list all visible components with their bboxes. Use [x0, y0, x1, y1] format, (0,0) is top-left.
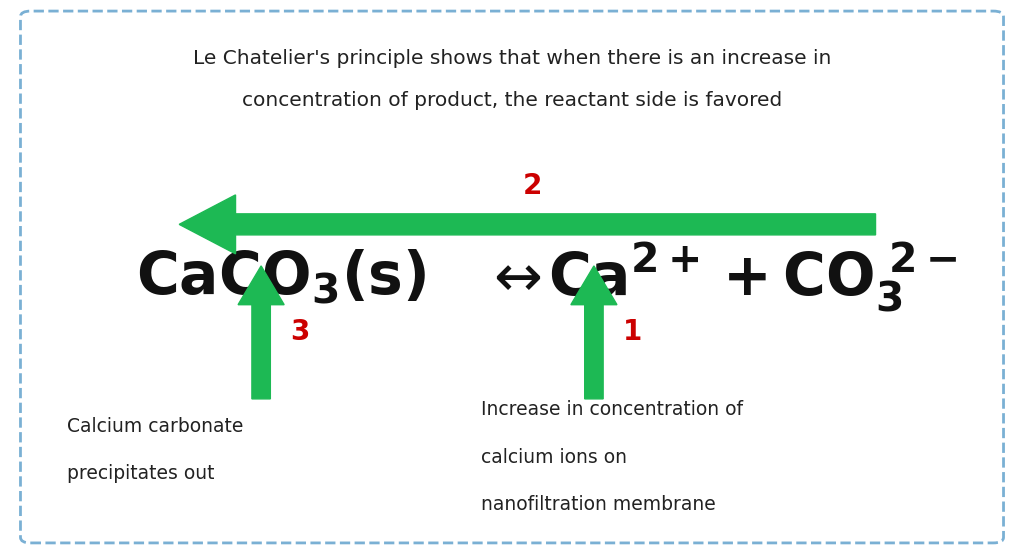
Text: $\mathbf{Ca^{2+}+CO_3^{\ 2-}}$: $\mathbf{Ca^{2+}+CO_3^{\ 2-}}$	[548, 240, 957, 314]
Text: Le Chatelier's principle shows that when there is an increase in: Le Chatelier's principle shows that when…	[193, 49, 831, 68]
Text: nanofiltration membrane: nanofiltration membrane	[481, 495, 716, 514]
FancyArrow shape	[571, 266, 616, 399]
Text: concentration of product, the reactant side is favored: concentration of product, the reactant s…	[242, 91, 782, 110]
Text: $\leftrightarrow$: $\leftrightarrow$	[482, 249, 542, 305]
Text: Increase in concentration of: Increase in concentration of	[481, 401, 743, 419]
Text: 2: 2	[523, 172, 542, 199]
Text: 1: 1	[623, 319, 642, 346]
Text: $\mathbf{CaCO_3(s)}$: $\mathbf{CaCO_3(s)}$	[136, 248, 427, 306]
Text: Calcium carbonate: Calcium carbonate	[67, 417, 243, 436]
FancyArrow shape	[179, 195, 876, 254]
Text: 3: 3	[290, 319, 309, 346]
FancyArrow shape	[238, 266, 285, 399]
Text: calcium ions on: calcium ions on	[481, 448, 628, 466]
Text: precipitates out: precipitates out	[67, 464, 214, 483]
